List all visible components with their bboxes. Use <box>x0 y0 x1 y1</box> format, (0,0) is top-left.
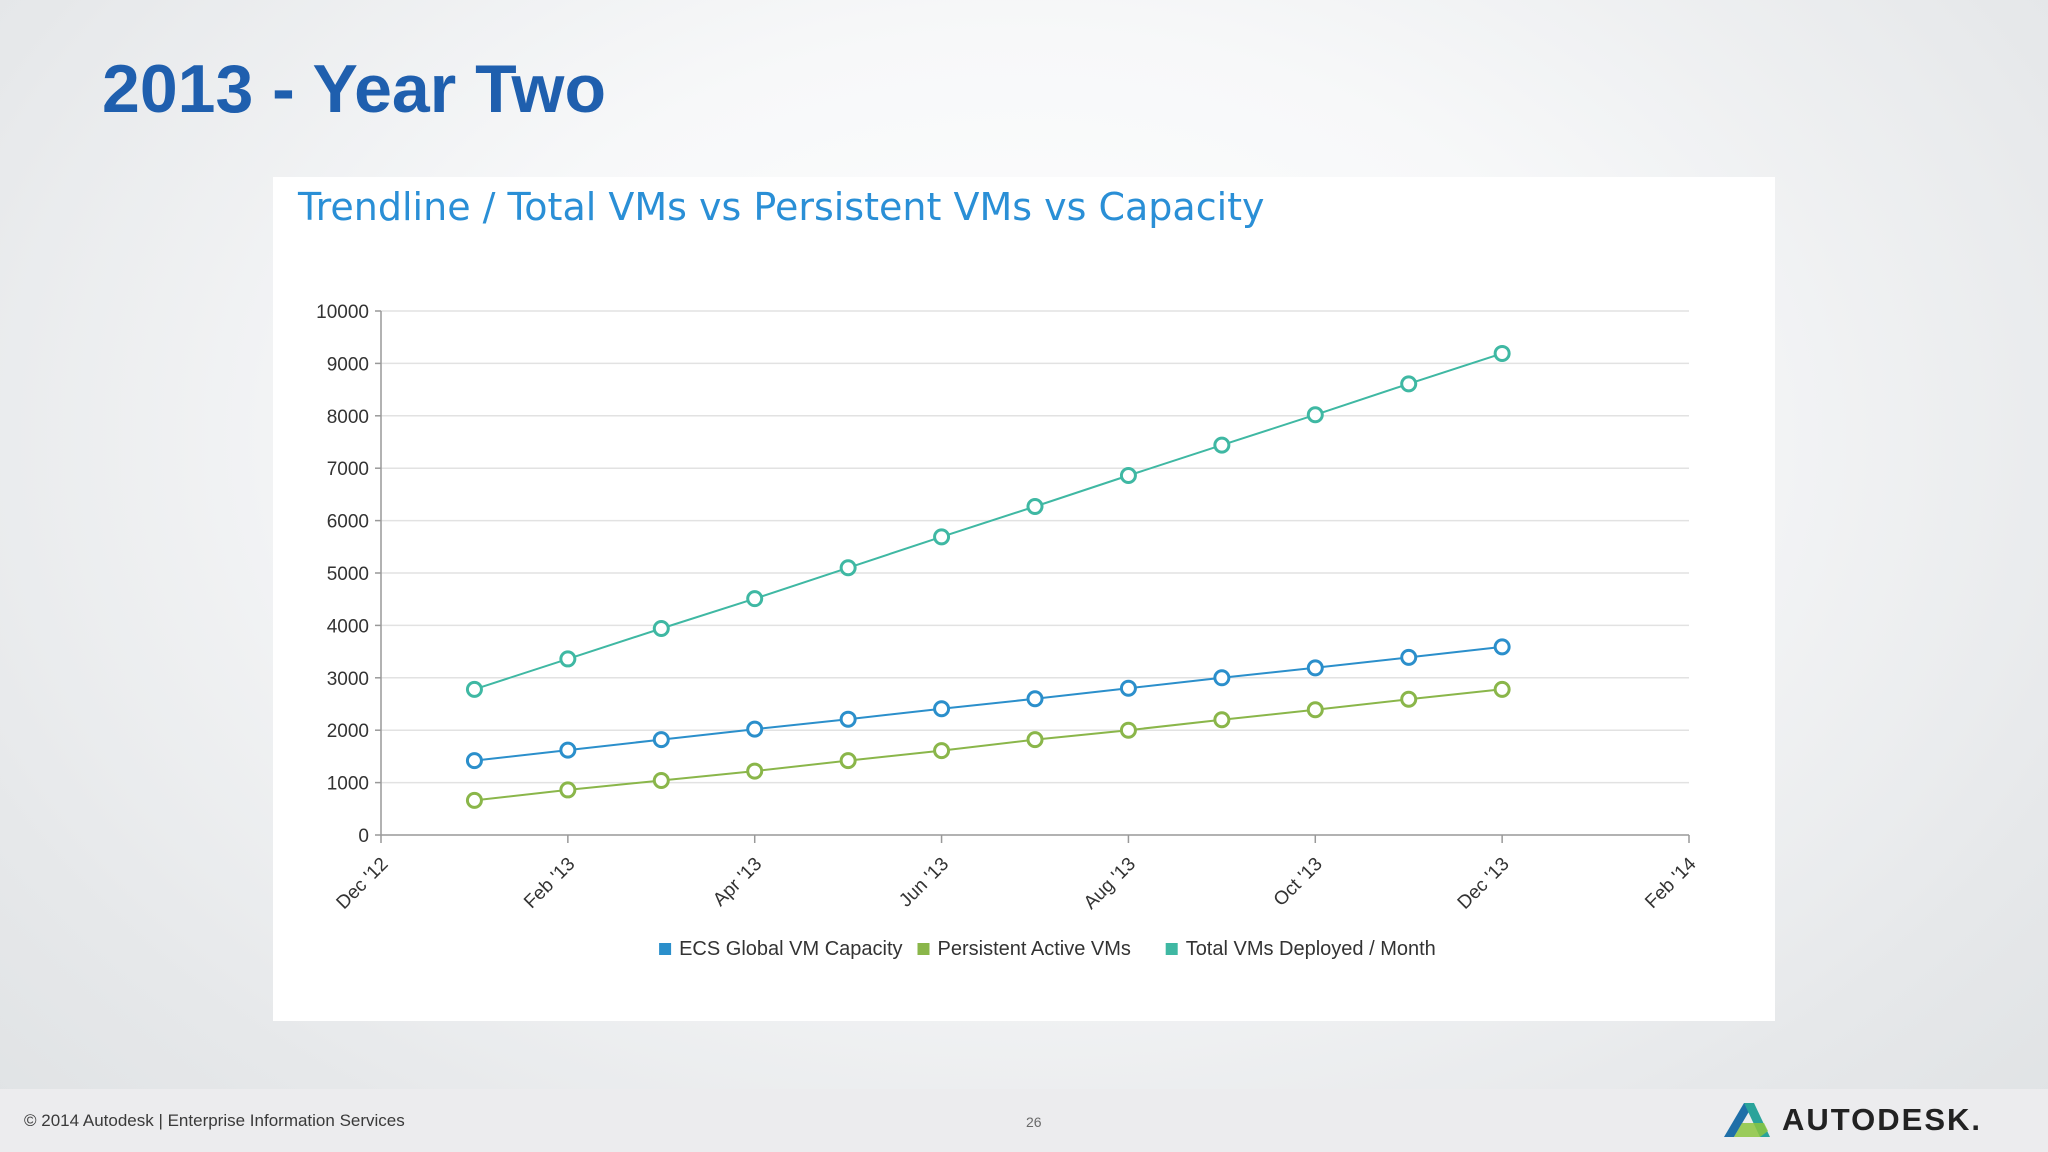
data-point-capacity <box>1213 669 1231 687</box>
legend-label-total: Total VMs Deployed / Month <box>1186 938 1436 960</box>
legend-swatch-capacity <box>659 943 672 955</box>
data-point-capacity <box>1400 648 1418 666</box>
data-point-persistent <box>1119 721 1137 739</box>
legend: ECS Global VM Capacity Persistent Active … <box>659 938 1436 960</box>
data-point-persistent <box>746 762 764 780</box>
data-point-total <box>746 590 764 608</box>
data-point-persistent <box>652 772 670 790</box>
chart-panel: Trendline / Total VMs vs Persistent VMs … <box>273 177 1775 1021</box>
data-point-persistent <box>1306 701 1324 719</box>
data-point-capacity <box>933 700 951 718</box>
legend-label-persistent: Persistent Active VMs <box>938 938 1131 960</box>
data-point-total <box>1213 436 1231 454</box>
y-tick-label: 9000 <box>327 354 369 375</box>
page-number: 26 <box>1026 1114 1042 1130</box>
brand-name: AUTODESK. <box>1782 1102 1983 1137</box>
legend-swatch-persistent <box>917 943 930 955</box>
y-tick-label: 1000 <box>327 774 369 795</box>
series-line-capacity <box>474 645 1503 762</box>
gridlines <box>381 310 1689 784</box>
data-point-total <box>1400 375 1418 393</box>
series-layer <box>465 344 1511 809</box>
legend-label-capacity: ECS Global VM Capacity <box>679 938 902 960</box>
data-point-total <box>1306 406 1324 424</box>
data-point-persistent <box>559 781 577 799</box>
data-point-total <box>1026 497 1044 515</box>
x-tick-label: Aug '13 <box>1080 854 1140 914</box>
data-point-capacity <box>1026 690 1044 708</box>
y-tick-label: 6000 <box>327 512 369 533</box>
footer-copyright: © 2014 Autodesk | Enterprise Information… <box>24 1111 405 1130</box>
data-point-total <box>1119 467 1137 485</box>
data-point-capacity <box>1306 659 1324 677</box>
autodesk-logo-icon <box>1724 1103 1770 1137</box>
data-point-persistent <box>465 791 483 809</box>
x-tick-label: Feb '14 <box>1641 853 1701 913</box>
data-point-persistent <box>1213 711 1231 729</box>
slide-title: 2013 - Year Two <box>102 51 606 127</box>
data-point-total <box>652 620 670 638</box>
data-point-persistent <box>839 752 857 770</box>
y-tick-label: 10000 <box>316 302 369 323</box>
legend-swatch-total <box>1165 943 1178 955</box>
data-point-capacity <box>1493 638 1511 656</box>
y-tick-label: 2000 <box>327 721 369 742</box>
line-chart: Trendline / Total VMs vs Persistent VMs … <box>297 185 1701 960</box>
series-line-total <box>474 352 1503 691</box>
x-tick-label: Feb '13 <box>520 854 579 913</box>
data-point-capacity <box>652 731 670 749</box>
data-point-capacity <box>559 741 577 759</box>
x-tick-label: Jun '13 <box>895 854 953 912</box>
y-tick-label: 0 <box>358 826 369 847</box>
data-point-total <box>559 650 577 668</box>
data-point-capacity <box>1119 679 1137 697</box>
data-point-capacity <box>465 752 483 770</box>
x-tick-label: Dec '13 <box>1454 854 1514 914</box>
data-point-total <box>465 680 483 698</box>
data-point-persistent <box>1493 680 1511 698</box>
autodesk-logo: AUTODESK. <box>1720 1100 1982 1140</box>
series-line-persistent <box>474 688 1503 802</box>
data-point-capacity <box>839 710 857 728</box>
chart-title: Trendline / Total VMs vs Persistent VMs … <box>297 185 1265 229</box>
data-point-persistent <box>933 742 951 760</box>
y-tick-label: 4000 <box>327 616 369 637</box>
axes: 0 1000 2000 3000 4000 5000 6000 7000 8000 9000 100… <box>316 302 1701 914</box>
y-tick-label: 3000 <box>327 669 369 690</box>
x-tick-label: Apr '13 <box>709 854 766 911</box>
data-point-persistent <box>1400 690 1418 708</box>
data-point-total <box>1493 344 1511 362</box>
y-tick-label: 5000 <box>327 564 369 585</box>
data-point-capacity <box>746 720 764 738</box>
y-tick-label: 7000 <box>327 459 369 480</box>
data-point-total <box>839 559 857 577</box>
footer-bar <box>0 1089 2048 1152</box>
data-point-persistent <box>1026 731 1044 749</box>
y-tick-label: 8000 <box>327 407 369 428</box>
data-point-total <box>933 528 951 546</box>
x-tick-label: Oct '13 <box>1270 854 1327 911</box>
x-tick-label: Dec '12 <box>333 854 393 914</box>
